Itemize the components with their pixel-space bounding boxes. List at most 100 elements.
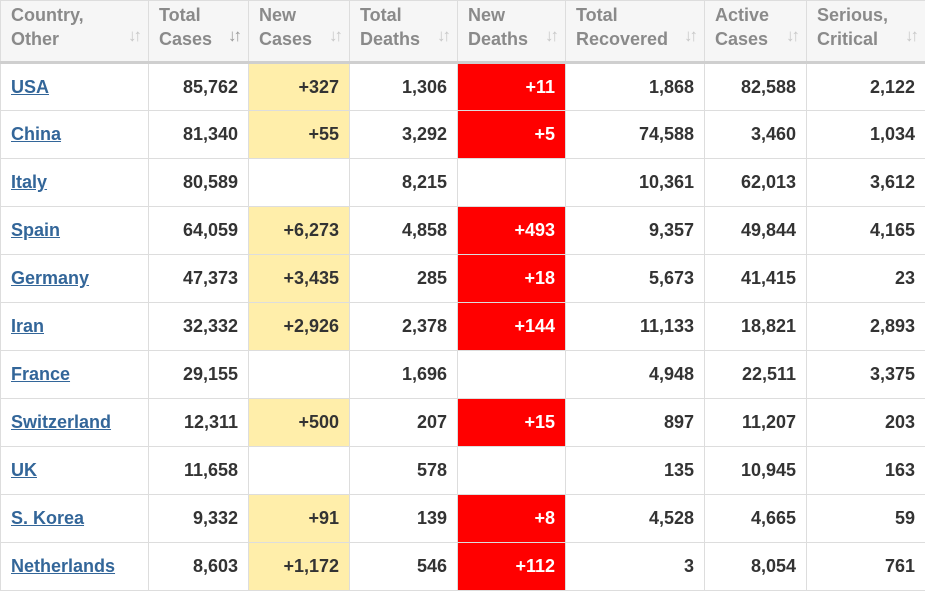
country-link[interactable]: S. Korea [11,508,84,528]
column-header-serious-critical[interactable]: Serious,Critical↓↑ [807,1,925,63]
serious-critical-cell: 761 [807,543,925,591]
country-cell: USA [1,63,149,111]
country-link[interactable]: Germany [11,268,89,288]
column-header-total-recovered[interactable]: Total Recovered ↓↑ [566,1,705,63]
total-recovered-cell: 3 [566,543,705,591]
total-cases-cell: 12,311 [149,399,249,447]
sort-arrows-icon[interactable]: ↓↑ [786,24,797,48]
column-header-label-line2: Other [11,29,59,49]
active-cases-cell: 49,844 [705,207,807,255]
serious-critical-cell: 2,122 [807,63,925,111]
country-link[interactable]: Spain [11,220,60,240]
sort-arrows-icon[interactable]: ↓↑ [905,24,916,48]
country-cell: Germany [1,255,149,303]
column-header-label-line1: Total [360,5,402,25]
new-cases-cell: +55 [249,111,350,159]
total-cases-cell: 29,155 [149,351,249,399]
new-deaths-cell: +112 [458,543,566,591]
country-link[interactable]: Iran [11,316,44,336]
column-header-label-line1: Total [576,5,618,25]
column-header-label-line2: Cases [159,29,212,49]
new-cases-cell: +500 [249,399,350,447]
total-deaths-cell: 1,696 [350,351,458,399]
country-cell: China [1,111,149,159]
total-deaths-cell: 207 [350,399,458,447]
total-cases-cell: 81,340 [149,111,249,159]
column-header-label-line2: Deaths [360,29,420,49]
total-cases-cell: 85,762 [149,63,249,111]
sort-arrows-icon[interactable]: ↓↑ [128,24,139,48]
country-link[interactable]: France [11,364,70,384]
serious-critical-cell: 163 [807,447,925,495]
serious-critical-cell: 4,165 [807,207,925,255]
active-cases-cell: 8,054 [705,543,807,591]
new-deaths-cell [458,351,566,399]
country-link[interactable]: UK [11,460,37,480]
column-header-label-line2: Deaths [468,29,528,49]
sort-arrows-icon[interactable]: ↓↑ [329,24,340,48]
country-link[interactable]: Italy [11,172,47,192]
column-header-label-line1: Total [159,5,201,25]
country-cell: Switzerland [1,399,149,447]
new-cases-cell: +6,273 [249,207,350,255]
sort-arrows-icon[interactable]: ↓↑ [684,24,695,48]
sort-arrows-icon[interactable]: ↓↑ [545,24,556,48]
total-cases-cell: 9,332 [149,495,249,543]
active-cases-cell: 82,588 [705,63,807,111]
total-deaths-cell: 546 [350,543,458,591]
column-header-total-cases[interactable]: Total Cases ↓↑ [149,1,249,63]
serious-critical-cell: 23 [807,255,925,303]
total-recovered-cell: 897 [566,399,705,447]
total-cases-cell: 32,332 [149,303,249,351]
total-cases-cell: 11,658 [149,447,249,495]
country-cell: France [1,351,149,399]
new-cases-cell [249,159,350,207]
active-cases-cell: 10,945 [705,447,807,495]
column-header-label-line1: New [259,5,296,25]
serious-critical-cell: 3,612 [807,159,925,207]
serious-critical-cell: 3,375 [807,351,925,399]
total-deaths-cell: 1,306 [350,63,458,111]
total-deaths-cell: 8,215 [350,159,458,207]
total-deaths-cell: 3,292 [350,111,458,159]
active-cases-cell: 62,013 [705,159,807,207]
country-cell: Italy [1,159,149,207]
new-cases-cell: +91 [249,495,350,543]
total-recovered-cell: 1,868 [566,63,705,111]
new-deaths-cell: +15 [458,399,566,447]
country-link[interactable]: USA [11,77,49,97]
active-cases-cell: 4,665 [705,495,807,543]
total-recovered-cell: 74,588 [566,111,705,159]
new-deaths-cell [458,159,566,207]
new-cases-cell: +1,172 [249,543,350,591]
total-deaths-cell: 578 [350,447,458,495]
column-header-country[interactable]: Country,Other↓↑ [1,1,149,63]
column-header-label-line2: Recovered [576,29,668,49]
active-cases-cell: 22,511 [705,351,807,399]
sort-desc-icon[interactable]: ↓↑ [228,24,239,48]
total-recovered-cell: 4,948 [566,351,705,399]
country-cell: Iran [1,303,149,351]
sort-arrows-icon[interactable]: ↓↑ [437,24,448,48]
new-deaths-cell: +18 [458,255,566,303]
country-link[interactable]: Netherlands [11,556,115,576]
column-header-total-deaths[interactable]: Total Deaths ↓↑ [350,1,458,63]
country-link[interactable]: China [11,124,61,144]
total-cases-cell: 80,589 [149,159,249,207]
total-deaths-cell: 139 [350,495,458,543]
country-link[interactable]: Switzerland [11,412,111,432]
serious-critical-cell: 203 [807,399,925,447]
